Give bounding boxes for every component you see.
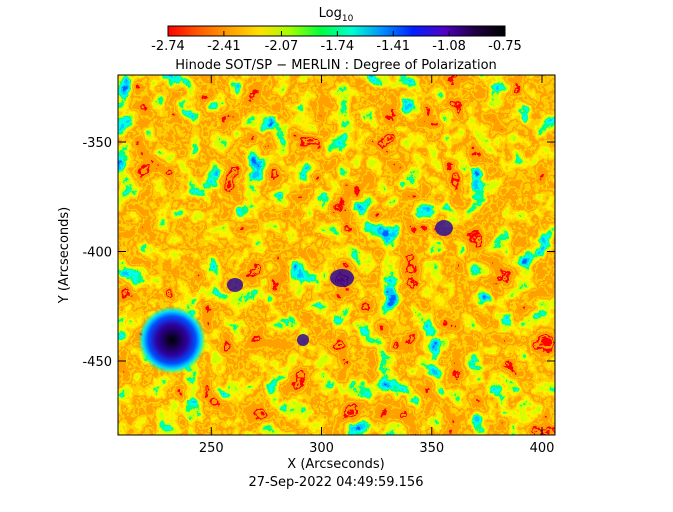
sunspot: [138, 306, 206, 374]
x-axis-label: X (Arcseconds): [287, 457, 384, 472]
chart-title: Hinode SOT/SP − MERLIN : Degree of Polar…: [175, 58, 497, 73]
colorbar-label-subscript: 10: [342, 14, 354, 24]
map-texture: [118, 75, 555, 435]
x-tick-label: 350: [419, 441, 444, 456]
x-tick-label: 300: [309, 441, 334, 456]
colorbar-tick-label: -2.41: [207, 39, 241, 54]
pore: [227, 278, 243, 292]
colorbar-tick-label: -1.41: [376, 39, 410, 54]
colorbar: [167, 25, 506, 37]
x-tick-label: 250: [199, 441, 224, 456]
pore: [297, 334, 309, 346]
footer-date: 27-Sep-2022 04:49:59.156: [249, 475, 424, 490]
y-tick-label: -450: [82, 355, 112, 370]
y-axis-label: Y (Arcseconds): [57, 207, 72, 304]
x-tick-label: 400: [530, 441, 555, 456]
y-tick-label: -400: [82, 245, 112, 260]
map: [118, 75, 555, 435]
colorbar-tick-label: -2.07: [265, 39, 299, 54]
colorbar-tick-label: -0.75: [488, 39, 522, 54]
plot-frame: [117, 74, 556, 436]
colorbar-tick-label: -1.08: [432, 39, 466, 54]
colorbar-tick-label: -1.74: [321, 39, 355, 54]
pore: [435, 220, 453, 236]
pore: [330, 269, 354, 287]
y-tick-label: -350: [82, 136, 112, 151]
colorbar-label: Log10: [319, 6, 354, 24]
colorbar-label-base: Log: [319, 6, 342, 21]
colorbar-tick-label: -2.74: [151, 39, 185, 54]
